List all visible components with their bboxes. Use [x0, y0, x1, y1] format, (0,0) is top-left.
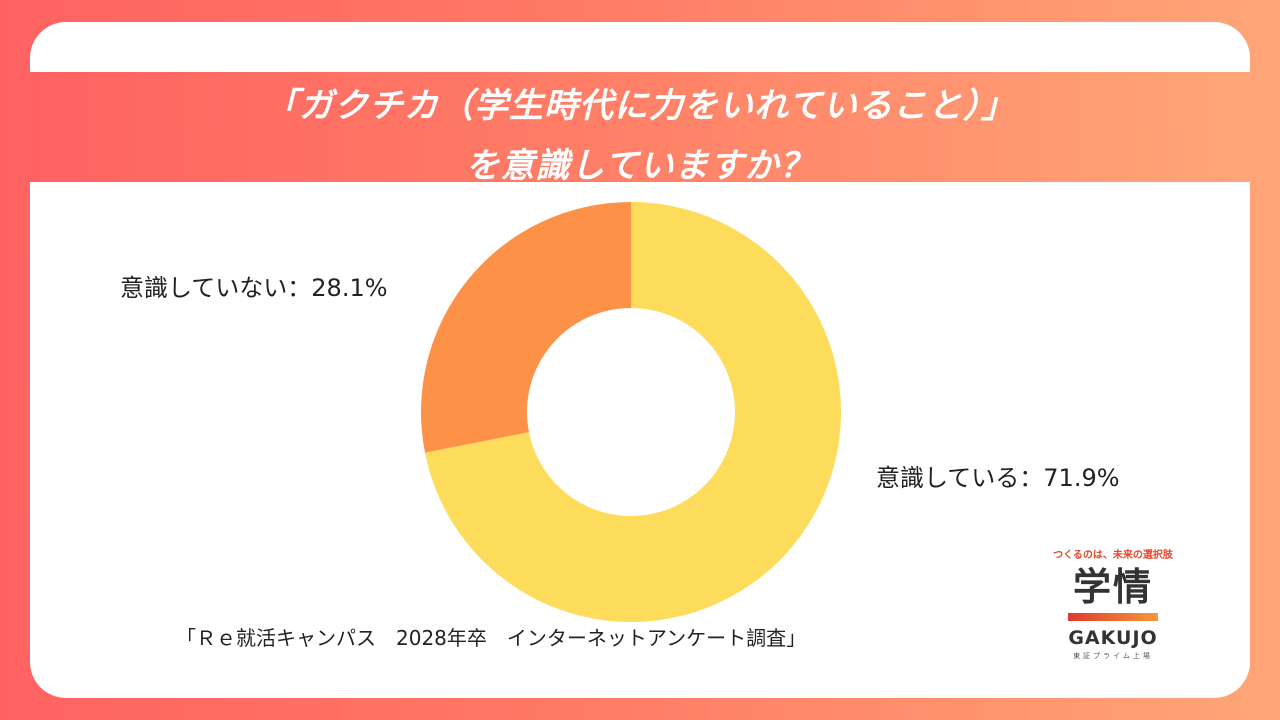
logo-english: GAKUJO [1068, 627, 1158, 649]
label-not-conscious: 意識していない：28.1% [120, 274, 388, 302]
logo-sub: 東証プライム上場 [1073, 652, 1153, 660]
label-conscious: 意識している：71.9% [876, 464, 1120, 492]
chart-title-line1: 「ガクチカ（学生時代に力をいれていること）」 [264, 86, 1016, 126]
donut-hole [527, 308, 735, 516]
logo-kanji: 学情 [1072, 565, 1153, 609]
logo-tagline: つくるのは、未来の選択肢 [1053, 550, 1173, 561]
gakujo-logo: つくるのは、未来の選択肢 学情 GAKUJO 東証プライム上場 [1046, 546, 1180, 661]
logo-gradient-bar [1068, 613, 1158, 621]
source-footnote: 「Ｒｅ就活キャンパス 2028年卒 インターネットアンケート調査」 [176, 626, 807, 650]
title-band [30, 72, 1250, 182]
chart-title-line2: を意識していますか？ [465, 146, 815, 182]
